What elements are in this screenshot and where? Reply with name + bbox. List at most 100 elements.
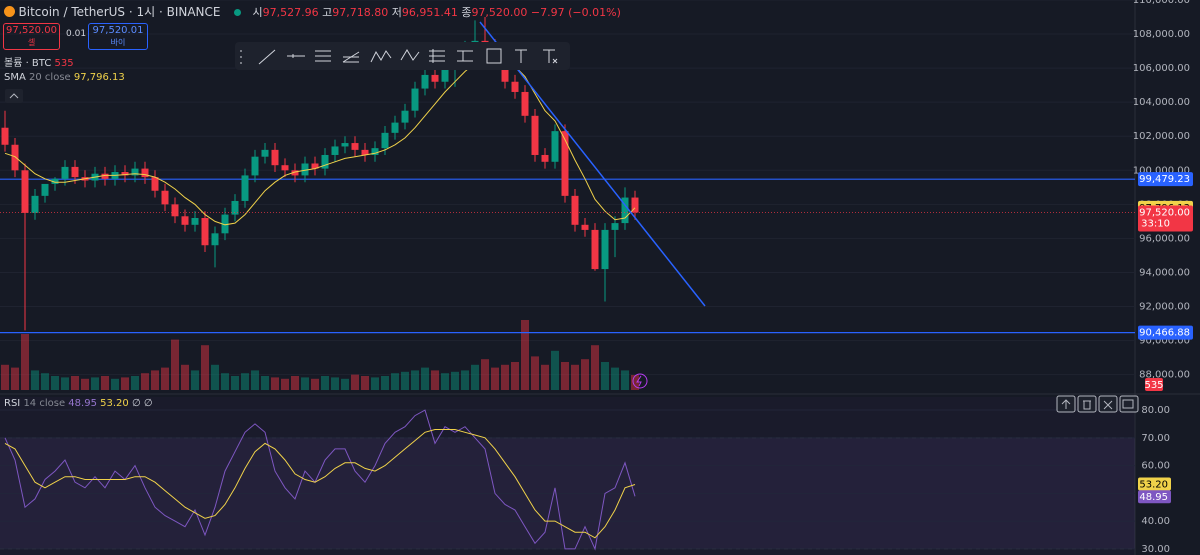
volume-bar bbox=[1, 364, 9, 390]
up-icon bbox=[1061, 399, 1071, 409]
volume-bar bbox=[621, 370, 629, 390]
rsi-extra: ∅ ∅ bbox=[131, 398, 153, 409]
text-tool[interactable] bbox=[515, 49, 527, 63]
coin-icon bbox=[4, 6, 15, 17]
volume-bar bbox=[181, 364, 189, 390]
volume-bar bbox=[151, 370, 159, 390]
rsi-ma-badge bbox=[1138, 477, 1171, 491]
fib-tool[interactable] bbox=[315, 50, 331, 62]
volume-bar bbox=[401, 371, 409, 390]
rsi-tick-label: 80.00 bbox=[1141, 405, 1170, 416]
volume-bar bbox=[191, 370, 199, 390]
candle-body bbox=[521, 91, 529, 116]
candle-body bbox=[421, 74, 429, 89]
volume-bar bbox=[211, 364, 219, 390]
sell-button[interactable]: 97,520.00 셀 bbox=[3, 23, 60, 50]
text-tool-2[interactable] bbox=[543, 49, 558, 64]
y-tick-label: 110,000.00 bbox=[1133, 0, 1190, 6]
volume-bar bbox=[531, 356, 539, 390]
candle-body bbox=[501, 68, 509, 82]
candle-body bbox=[241, 175, 249, 201]
ohlc-value: 96,951.41 bbox=[401, 6, 458, 19]
candle-body bbox=[201, 217, 209, 246]
maximize-button[interactable] bbox=[1098, 395, 1118, 413]
symbol[interactable]: Bitcoin / TetherUS · 1시 · BINANCE bbox=[18, 5, 221, 19]
volume-bar bbox=[11, 367, 19, 390]
rect-tool[interactable] bbox=[486, 48, 502, 64]
volume-bar bbox=[491, 367, 499, 390]
candle-body bbox=[271, 149, 279, 166]
ohlc-value: 97,520.00 bbox=[471, 6, 528, 19]
range-tool[interactable] bbox=[457, 50, 473, 62]
candle-body bbox=[411, 88, 419, 111]
last-price-label: 97,520.00 bbox=[1139, 208, 1190, 219]
volume-bar bbox=[161, 367, 169, 390]
volume-bar bbox=[361, 376, 369, 390]
volume-bar bbox=[271, 377, 279, 390]
candle-body bbox=[361, 149, 369, 155]
volume-bar bbox=[471, 364, 479, 390]
collapse-button[interactable] bbox=[5, 89, 23, 103]
rsi-badge-label: 48.95 bbox=[1139, 492, 1168, 503]
fib-ext-tool[interactable] bbox=[429, 49, 445, 63]
buy-button[interactable]: 97,520.01 바이 bbox=[88, 23, 148, 50]
y-tick-label: 92,000.00 bbox=[1139, 302, 1190, 313]
alert-icon[interactable] bbox=[632, 373, 648, 389]
candle-body bbox=[281, 165, 289, 171]
candle-body bbox=[11, 144, 19, 171]
volume-bar bbox=[31, 370, 39, 390]
volume-bar bbox=[451, 371, 459, 390]
volume-bar bbox=[371, 377, 379, 390]
delete-button[interactable] bbox=[1077, 395, 1097, 413]
volume-bar bbox=[291, 376, 299, 390]
alert-bolt bbox=[636, 375, 642, 387]
rsi-tick-label: 60.00 bbox=[1141, 461, 1170, 472]
volume-bar bbox=[611, 367, 619, 390]
candle-body bbox=[511, 81, 519, 92]
hline-label: 90,466.88 bbox=[1139, 328, 1190, 339]
ohlc-label: 저 bbox=[391, 6, 402, 19]
buy-label: 바이 bbox=[110, 38, 126, 47]
volume-bar bbox=[521, 320, 529, 390]
y-tick-label: 108,000.00 bbox=[1133, 29, 1190, 40]
rsi-tick-label: 40.00 bbox=[1141, 516, 1170, 527]
volume-bar bbox=[281, 378, 289, 390]
pattern-tool[interactable] bbox=[370, 50, 392, 63]
volume-bar bbox=[81, 378, 89, 390]
candle-body bbox=[211, 233, 219, 246]
y-tick-label: 106,000.00 bbox=[1133, 63, 1190, 74]
candle-body bbox=[101, 173, 109, 179]
candle-body bbox=[161, 190, 169, 205]
y-tick-label: 104,000.00 bbox=[1133, 97, 1190, 108]
trend-tool[interactable] bbox=[258, 49, 276, 65]
rsi-value: 48.95 bbox=[68, 398, 97, 409]
candle-body bbox=[251, 156, 259, 176]
candle-body bbox=[311, 163, 319, 169]
volume-bar bbox=[351, 374, 359, 390]
volume-title: 볼륨 · BTC bbox=[4, 58, 52, 69]
candle-body bbox=[41, 183, 49, 196]
sma-value: 97,796.13 bbox=[73, 72, 125, 83]
candle-body bbox=[351, 143, 359, 150]
candle-body bbox=[31, 195, 39, 213]
delete-icon bbox=[1083, 400, 1091, 410]
rsi-ma-badge-label: 53.20 bbox=[1139, 479, 1168, 490]
wave-tool[interactable] bbox=[400, 49, 420, 61]
volume-bar bbox=[261, 376, 269, 390]
hline-tool[interactable] bbox=[287, 54, 305, 58]
spread: 0.01 bbox=[66, 29, 87, 39]
rsi-tick-label: 30.00 bbox=[1141, 544, 1170, 555]
candle-body bbox=[591, 229, 599, 270]
channel-tool[interactable] bbox=[342, 51, 360, 63]
volume-bar bbox=[91, 377, 99, 390]
ohlc-value: 97,527.96 bbox=[262, 6, 319, 19]
volume-bar bbox=[41, 373, 49, 390]
volume-legend: 볼륨 · BTC 535 bbox=[4, 54, 74, 69]
volume-bar bbox=[221, 373, 229, 390]
volume-bar bbox=[551, 350, 559, 390]
candle-body bbox=[571, 195, 579, 225]
volume-bar bbox=[331, 377, 339, 390]
collapse-icon bbox=[9, 93, 19, 99]
candle-body bbox=[381, 132, 389, 149]
y-tick-label: 100,000.00 bbox=[1133, 165, 1190, 176]
